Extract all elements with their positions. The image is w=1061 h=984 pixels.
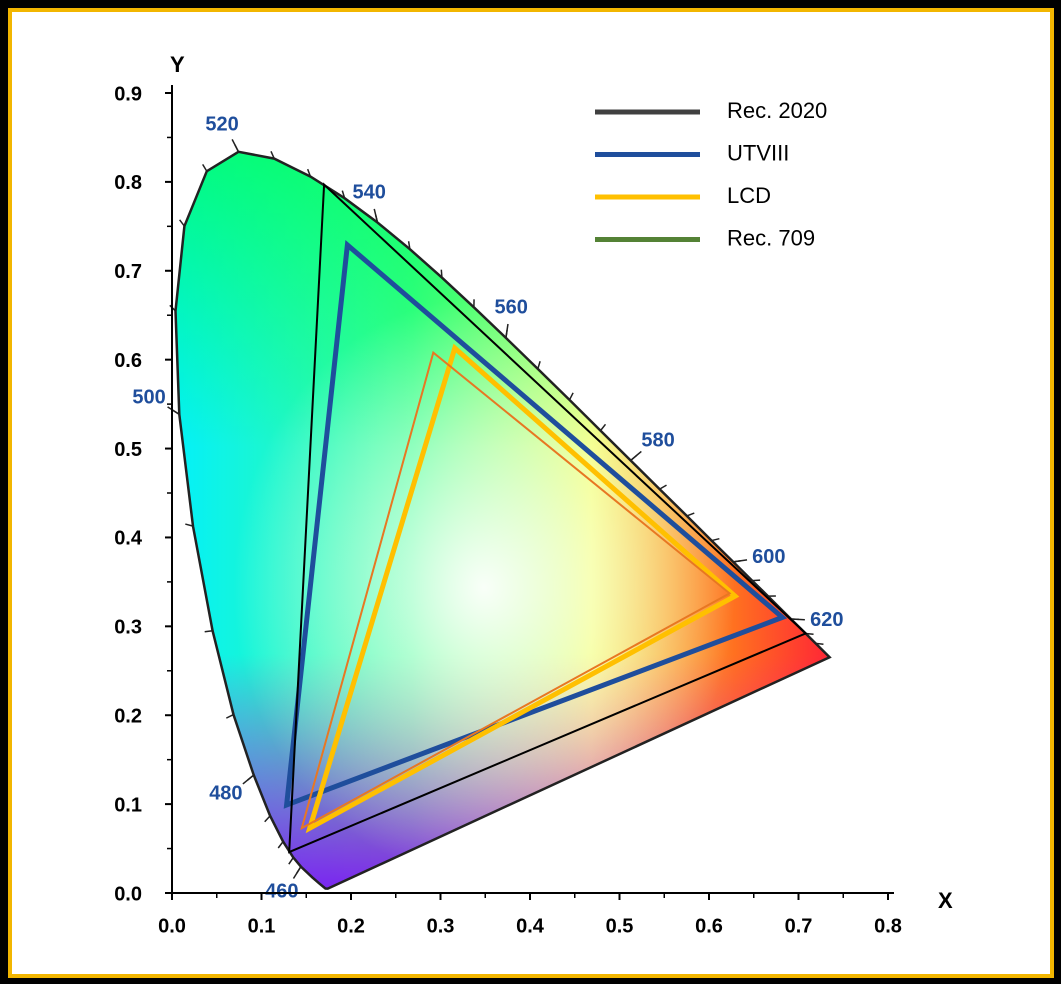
x-tick-label: 0.2 (337, 915, 365, 937)
wavelength-label: 580 (641, 429, 674, 451)
y-tick-label: 0.3 (114, 617, 142, 639)
x-tick-label: 0.6 (695, 915, 723, 937)
locus-tick (288, 857, 294, 865)
y-tick-label: 0.9 (114, 83, 142, 105)
locus-tick (270, 150, 275, 159)
wavelength-leader (733, 559, 748, 563)
x-tick-label: 0.4 (516, 915, 545, 937)
wavelength-leader (292, 866, 302, 879)
wavelength-label: 540 (352, 182, 385, 204)
wavelength-leader (242, 774, 255, 785)
locus-tick (341, 190, 346, 199)
wavelength-label: 600 (752, 546, 785, 568)
locus-tick (407, 241, 411, 250)
locus-tick (225, 713, 234, 719)
x-tick-label: 0.1 (248, 915, 276, 937)
y-tick-label: 0.7 (114, 261, 142, 283)
y-tick-label: 0.1 (114, 794, 142, 816)
locus-tick (568, 392, 574, 401)
y-tick-label: 0.4 (114, 528, 143, 550)
wavelength-leader (167, 406, 180, 416)
locus-tick (264, 815, 271, 823)
wavelength-label: 520 (205, 113, 238, 135)
locus-tick (440, 269, 443, 278)
locus-tick (306, 168, 312, 177)
locus-tick (599, 423, 607, 432)
locus-tick (815, 642, 824, 646)
spectral-locus (174, 150, 832, 890)
locus-tick (752, 579, 761, 582)
y-axis-label: Y (170, 52, 185, 77)
locus-tick (659, 484, 667, 490)
gamut-triangle (305, 343, 740, 834)
wavelength-label: 560 (494, 296, 527, 318)
wavelength-label: 460 (265, 880, 298, 902)
gamut-triangle (288, 182, 808, 854)
y-tick-label: 0.8 (114, 172, 142, 194)
locus-tick (711, 537, 720, 542)
x-tick-label: 0.8 (874, 915, 902, 937)
gamut-triangle (283, 240, 788, 809)
x-tick-label: 0.5 (606, 915, 634, 937)
x-tick-label: 0.7 (785, 915, 813, 937)
legend-label: UTVIII (727, 140, 789, 165)
wavelength-label: 480 (209, 782, 242, 804)
locus-tick (277, 841, 284, 849)
wavelength-label: 620 (810, 609, 843, 631)
wavelength-leader (231, 139, 240, 153)
locus-tick (185, 523, 194, 527)
locus-tick (179, 219, 186, 227)
x-tick-label: 0.0 (158, 915, 186, 937)
x-tick-label: 0.3 (427, 915, 455, 937)
gamut-triangle (300, 350, 732, 831)
y-tick-label: 0.0 (114, 883, 142, 905)
y-tick-label: 0.2 (114, 706, 142, 728)
y-tick-label: 0.6 (114, 350, 142, 372)
wavelength-leader (630, 450, 642, 462)
locus-tick (202, 163, 208, 172)
locus-tick (537, 361, 541, 370)
legend-label: LCD (727, 183, 771, 208)
x-axis-label: X (938, 888, 953, 913)
locus-tick (686, 512, 695, 517)
wavelength-leader (373, 208, 379, 223)
legend-label: Rec. 709 (727, 225, 815, 250)
legend-label: Rec. 2020 (727, 98, 827, 123)
locus-tick (204, 630, 213, 633)
y-tick-label: 0.5 (114, 439, 142, 461)
wavelength-label: 500 (132, 386, 165, 408)
wavelength-leader (505, 323, 509, 338)
wavelength-leader (790, 618, 805, 621)
